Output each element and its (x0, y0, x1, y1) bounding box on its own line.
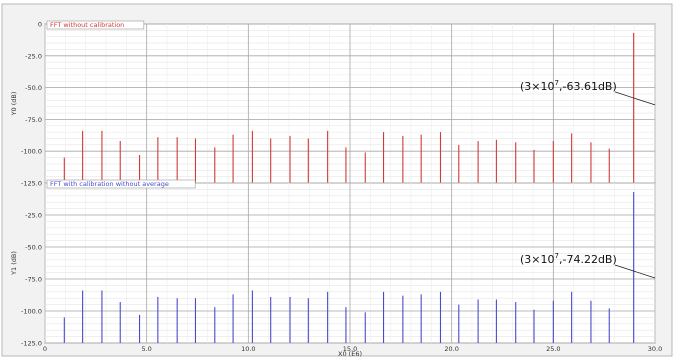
x-tick-label: 20.0 (444, 345, 458, 353)
x-tick-label: 25.0 (546, 345, 560, 353)
annotation-exponent: 7 (555, 79, 559, 87)
chart-panel-1: -25.0 -50.0 -75.0 -100.0 -125.0 Y1 (dB) FFT wi… (10, 179, 662, 358)
annotation-suffix: ,-74.22dB) (559, 253, 617, 266)
annotation-label: (3×107,-74.22dB) (520, 252, 617, 266)
x-tick-label: 10.0 (241, 345, 255, 353)
y-tick-label: -75.0 (25, 276, 42, 284)
x-tick-label: 5.0 (141, 345, 151, 353)
legend: FFT without calibration (46, 20, 145, 30)
y-tick-label: -100.0 (21, 308, 42, 316)
y-tick-label: -50.0 (25, 84, 42, 92)
annotation-prefix: (3×10 (520, 80, 555, 93)
annotation-suffix: ,-63.61dB) (559, 80, 617, 93)
legend-box (46, 179, 196, 189)
annotation-prefix: (3×10 (520, 253, 555, 266)
annotation-exponent: 7 (555, 252, 559, 260)
legend-label: FFT without calibration (50, 21, 124, 29)
y-tick-label: -25.0 (25, 52, 42, 60)
legend: FFT with calibration without average (46, 179, 196, 189)
annotation-leader (614, 91, 656, 106)
y-tick-label: -25.0 (25, 212, 42, 220)
y-tick-label: -125.0 (21, 180, 42, 188)
y-tick-label: -125.0 (21, 340, 42, 348)
legend-label: FFT with calibration without average (50, 180, 169, 188)
y-tick-label: -50.0 (25, 244, 42, 252)
y-tick-label: 0 (38, 21, 42, 29)
y-tick-label: -100.0 (21, 148, 42, 156)
x-tick-label: 0 (43, 345, 47, 353)
x-tick-label: 15.0 (343, 345, 357, 353)
annotation-leader (614, 264, 656, 279)
x-axis-label: X0 (E6) (338, 350, 362, 358)
y-axis-label: Y0 (dB) (10, 92, 18, 117)
y-tick-label: -75.0 (25, 116, 42, 124)
chart-panel-0: 0 -25.0 -50.0 -75.0 -100.0 -125.0 Y0 (dB) FFT w… (10, 20, 656, 188)
x-tick-label: 30.0 (648, 345, 662, 353)
y-axis-label: Y1 (dB) (10, 251, 18, 276)
legend-box (46, 20, 145, 30)
annotation-label: (3×107,-63.61dB) (520, 79, 617, 93)
